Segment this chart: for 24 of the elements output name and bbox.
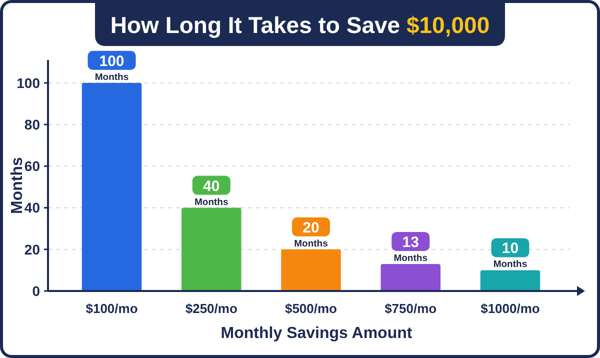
bar bbox=[182, 208, 242, 291]
bar bbox=[82, 82, 142, 291]
x-tick-label: $100/mo bbox=[86, 301, 138, 316]
bar bbox=[380, 264, 440, 291]
data-label: 10 Months bbox=[493, 240, 528, 270]
data-label: 40 Months bbox=[194, 178, 228, 208]
chart-title: How Long It Takes to Save $10,000 bbox=[110, 12, 490, 38]
y-tick-label: 20 bbox=[24, 241, 40, 258]
y-tick-label: 60 bbox=[24, 158, 40, 174]
x-tick-label: $1000/mo bbox=[480, 301, 540, 316]
y-tick-label: 40 bbox=[24, 200, 40, 216]
y-tick-label: 100 bbox=[16, 74, 40, 91]
x-axis-title: Monthly Savings Amount bbox=[220, 325, 413, 342]
bar bbox=[480, 270, 540, 291]
x-tick-label: $500/mo bbox=[284, 301, 338, 316]
data-label: 13 Months bbox=[394, 234, 428, 264]
data-label: 100 Months bbox=[94, 52, 129, 83]
y-axis-title: Months bbox=[9, 156, 26, 214]
x-tick-label: $750/mo bbox=[384, 301, 437, 316]
bar bbox=[281, 249, 341, 291]
x-tick-label: $250/mo bbox=[185, 301, 238, 316]
y-tick-label: 0 bbox=[32, 282, 40, 299]
y-tick-label: 80 bbox=[24, 116, 40, 132]
data-label: 20 Months bbox=[294, 219, 328, 250]
